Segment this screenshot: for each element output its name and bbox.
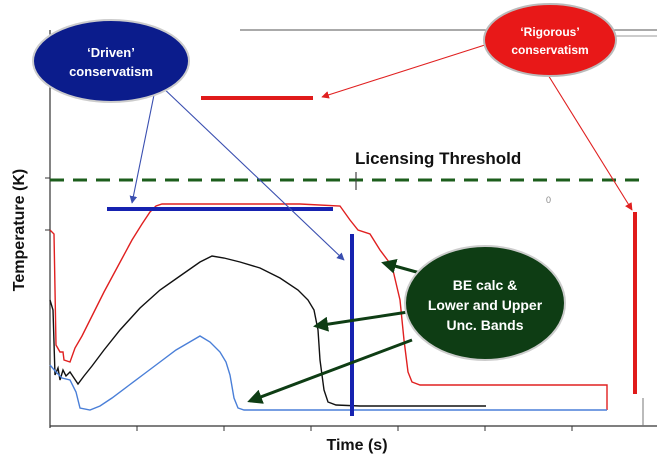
rigorous-arrow-2 [539,61,633,211]
licensing-threshold-label: Licensing Threshold [355,149,521,168]
be-callout-line2: Lower and Upper [428,297,543,313]
upper-band-curve [49,203,608,410]
rigorous-arrow-1 [321,43,489,99]
be-callout-line1: BE calc & [453,277,518,293]
be-arrow-be [313,310,409,332]
x-axis-label: Time (s) [326,437,387,454]
driven-arrow-1 [129,89,156,204]
y-axis-label: Temperature (K) [11,169,28,291]
rigorous-callout-line2: conservatism [511,43,588,57]
stray-mark: 0 [546,195,551,205]
be-arrow-lower [247,338,413,404]
driven-arrow-2 [159,84,345,261]
rigorous-callout-line1: ‘Rigorous’ [520,25,579,39]
driven-callout-line1: ‘Driven’ [87,45,135,60]
be-calc-curve [49,255,486,407]
driven-callout-line2: conservatism [69,64,153,79]
x-axis-ticks [136,426,573,431]
rigorous-conservatism-callout: ‘Rigorous’ conservatism [483,3,617,77]
be-calc-callout: BE calc & Lower and Upper Unc. Bands [404,245,566,361]
driven-conservatism-callout: ‘Driven’ conservatism [32,19,190,103]
be-callout-line3: Unc. Bands [446,317,523,333]
lower-band-curve [49,335,607,411]
y-axis-ticks [45,177,50,231]
